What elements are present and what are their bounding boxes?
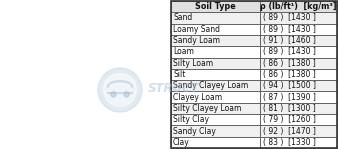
Circle shape: [98, 68, 142, 112]
Text: ( 89 )  [1430 ]: ( 89 ) [1430 ]: [263, 13, 316, 22]
Bar: [260, 91, 337, 103]
Text: Soil Type: Soil Type: [195, 2, 236, 11]
Text: Silty Loam: Silty Loam: [173, 59, 213, 68]
Text: Clay: Clay: [173, 138, 190, 147]
Text: Loam: Loam: [173, 47, 194, 56]
Bar: [171, 58, 260, 69]
Text: ( 92 )  [1470 ]: ( 92 ) [1470 ]: [263, 127, 316, 136]
Circle shape: [124, 92, 129, 97]
Text: ( 81 )  [1300 ]: ( 81 ) [1300 ]: [263, 104, 316, 113]
Bar: [260, 1, 337, 12]
Bar: [171, 80, 260, 91]
Text: ( 87 )  [1390 ]: ( 87 ) [1390 ]: [263, 93, 316, 102]
Bar: [260, 24, 337, 35]
Bar: [171, 1, 337, 148]
Text: Sandy Clay: Sandy Clay: [173, 127, 216, 136]
Text: ( 89 )  [1430 ]: ( 89 ) [1430 ]: [263, 25, 316, 34]
Text: Sandy Clayey Loam: Sandy Clayey Loam: [173, 81, 248, 90]
Text: Loamy Sand: Loamy Sand: [173, 25, 220, 34]
Bar: [260, 137, 337, 148]
Bar: [171, 35, 260, 46]
Text: Sandy Loam: Sandy Loam: [173, 36, 220, 45]
Bar: [260, 125, 337, 137]
Bar: [260, 46, 337, 58]
Text: ( 79 )  [1260 ]: ( 79 ) [1260 ]: [263, 115, 316, 124]
Text: Silt: Silt: [173, 70, 185, 79]
Bar: [260, 58, 337, 69]
Circle shape: [103, 73, 137, 107]
Text: Silty Clayey Loam: Silty Clayey Loam: [173, 104, 241, 113]
Bar: [171, 69, 260, 80]
Bar: [260, 114, 337, 125]
Text: Sand: Sand: [173, 13, 192, 22]
Bar: [260, 69, 337, 80]
Bar: [171, 137, 260, 148]
Text: STRUCT: STRUCT: [148, 82, 200, 94]
Text: ( 89 )  [1430 ]: ( 89 ) [1430 ]: [263, 47, 316, 56]
Bar: [171, 125, 260, 137]
Bar: [171, 1, 260, 12]
Bar: [171, 103, 260, 114]
Bar: [260, 35, 337, 46]
Circle shape: [111, 92, 116, 97]
Text: Clayey Loam: Clayey Loam: [173, 93, 222, 102]
Text: ( 86 )  [1380 ]: ( 86 ) [1380 ]: [263, 70, 316, 79]
Text: ρ (lb/ft¹)  [kg/m³]: ρ (lb/ft¹) [kg/m³]: [260, 2, 337, 11]
Bar: [171, 91, 260, 103]
Text: ( 83 )  [1330 ]: ( 83 ) [1330 ]: [263, 138, 316, 147]
Bar: [260, 103, 337, 114]
Bar: [171, 114, 260, 125]
Text: ( 86 )  [1380 ]: ( 86 ) [1380 ]: [263, 59, 316, 68]
Text: ( 94 )  [1500 ]: ( 94 ) [1500 ]: [263, 81, 316, 90]
Bar: [171, 24, 260, 35]
Bar: [171, 12, 260, 24]
Text: Silty Clay: Silty Clay: [173, 115, 209, 124]
Text: ( 91 )  [1460 ]: ( 91 ) [1460 ]: [263, 36, 316, 45]
Bar: [260, 80, 337, 91]
Bar: [171, 46, 260, 58]
Bar: [260, 12, 337, 24]
